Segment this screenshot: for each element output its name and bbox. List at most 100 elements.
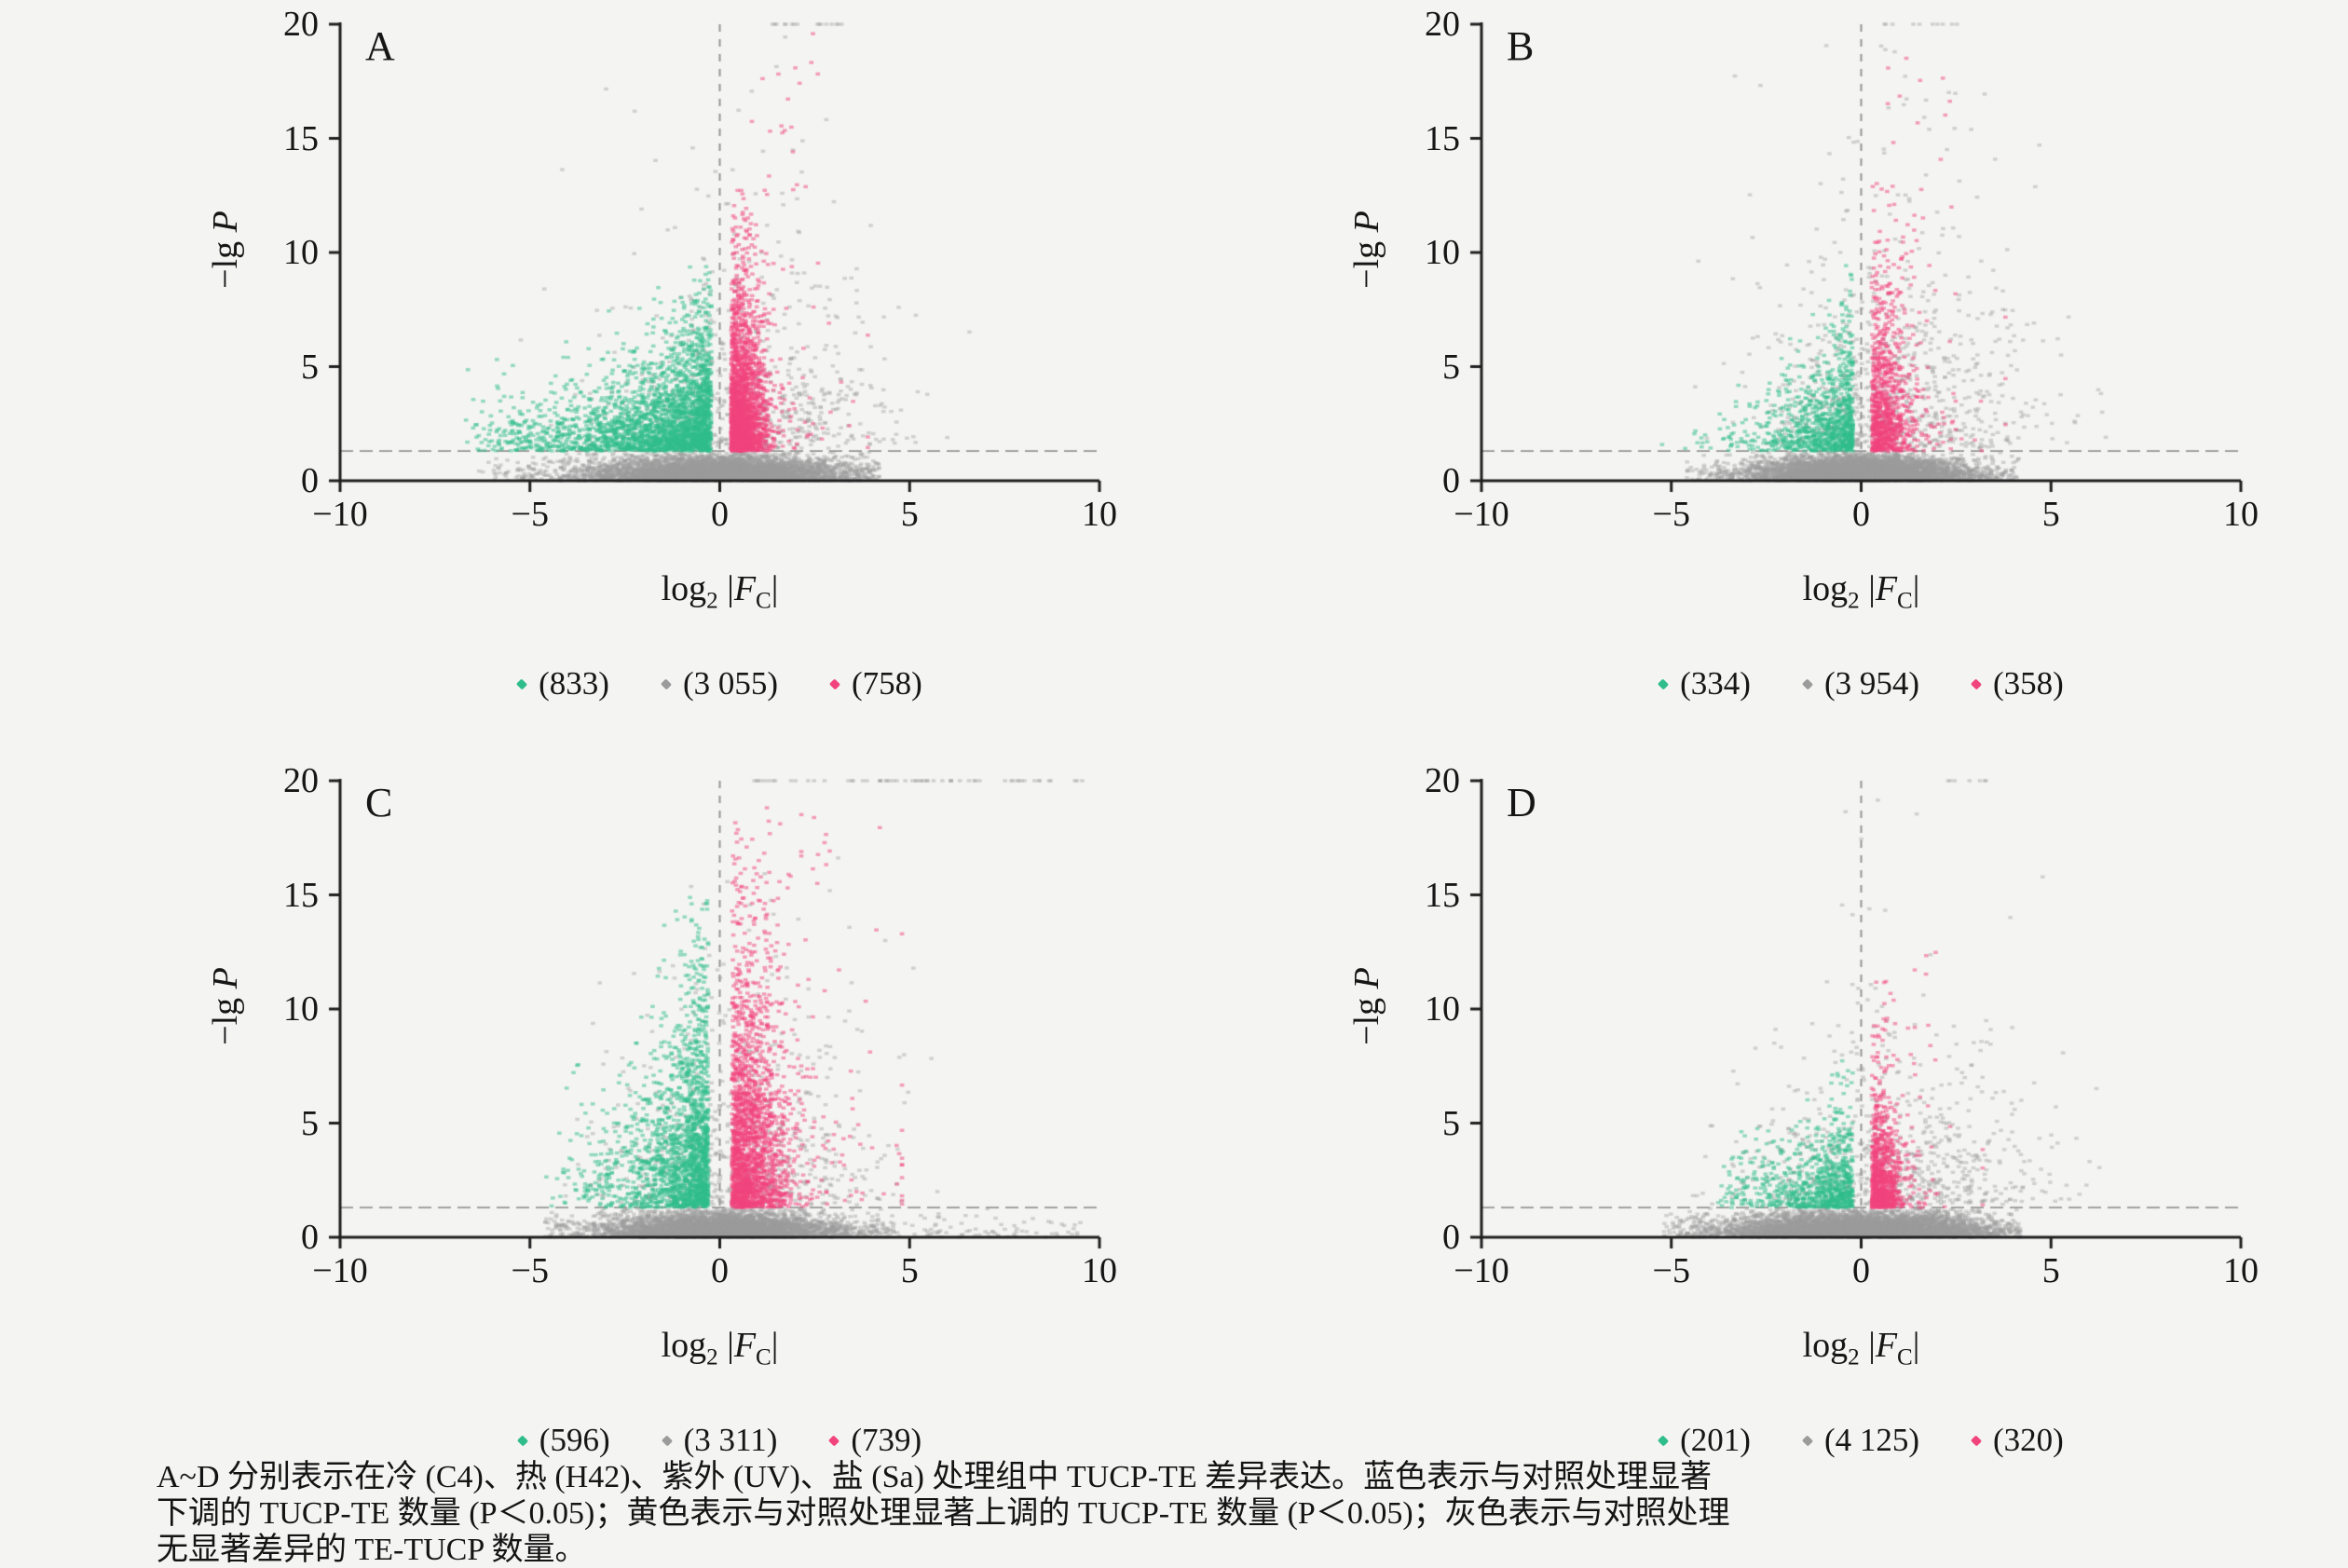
- volcano-panel-c: C 0 5 10 15 20 −10 −5 0 5 10 −lg P log2 |FC| (596) (3 …: [0, 761, 1141, 1498]
- x-tick-label-d: 10: [2223, 1251, 2259, 1290]
- x-tick-label-d: −5: [1652, 1251, 1690, 1290]
- y-axis-label-b: −lg P: [1347, 211, 1386, 289]
- legend-count-label: (358): [1993, 665, 2064, 702]
- legend-marker-icon: [516, 677, 528, 690]
- legend-count-label: (4 125): [1823, 1422, 1920, 1458]
- volcano-panel-d: D 0 5 10 15 20 −10 −5 0 5 10 −lg P log2 |FC| (201) (4 …: [1141, 761, 2283, 1498]
- legend-item-not-significant: (4 125): [1801, 1422, 1920, 1459]
- x-tick-label-b: 5: [2041, 495, 2060, 534]
- x-tick-label-c: 10: [1082, 1251, 1117, 1290]
- legend-count-label: (334): [1680, 665, 1751, 702]
- y-tick-label-a: 0: [301, 461, 319, 500]
- y-tick-label-c: 20: [283, 761, 319, 800]
- x-tick-label-a: 0: [711, 495, 729, 534]
- y-tick-label-a: 20: [283, 5, 319, 44]
- panel-letter-d: D: [1507, 780, 1536, 825]
- y-axis-label-c: −lg P: [206, 967, 245, 1045]
- legend-item-up-regulated: (358): [1970, 665, 2064, 702]
- y-tick-label-b: 0: [1442, 461, 1460, 500]
- x-tick-label-c: −5: [511, 1251, 549, 1290]
- x-tick-label-b: 10: [2223, 495, 2259, 534]
- y-tick-label-d: 10: [1425, 989, 1460, 1029]
- y-tick-label-d: 20: [1425, 761, 1460, 800]
- y-tick-label-d: 15: [1425, 875, 1460, 915]
- x-tick-label-d: 5: [2041, 1251, 2060, 1290]
- legend-marker-icon: [1970, 677, 1983, 690]
- legend-marker-icon: [1801, 677, 1814, 690]
- scatter-plot-canvas-d: [1141, 762, 2283, 1284]
- legend-marker-icon: [516, 1434, 528, 1447]
- panel-legend-a: (833) (3 055) (758): [340, 665, 1099, 702]
- y-tick-label-c: 10: [283, 989, 319, 1029]
- x-tick-label-d: 0: [1852, 1251, 1870, 1290]
- legend-marker-icon: [1970, 1434, 1983, 1447]
- y-axis-label-d: −lg P: [1347, 967, 1386, 1045]
- y-tick-label-c: 15: [283, 875, 319, 915]
- legend-marker-icon: [661, 1434, 673, 1447]
- legend-count-label: (596): [539, 1422, 610, 1458]
- y-tick-label-a: 5: [301, 347, 319, 387]
- y-tick-label-d: 5: [1442, 1103, 1460, 1143]
- legend-item-not-significant: (3 311): [661, 1422, 778, 1459]
- y-tick-label-a: 10: [283, 233, 319, 272]
- y-tick-label-d: 0: [1442, 1218, 1460, 1257]
- legend-item-down-regulated: (833): [516, 665, 609, 702]
- x-tick-label-c: 5: [900, 1251, 919, 1290]
- y-tick-label-c: 5: [301, 1103, 319, 1143]
- caption-line-3: 无显著差异的 TE-TUCP 数量。: [157, 1533, 587, 1567]
- x-axis-label-c: log2 |FC|: [661, 1326, 779, 1370]
- legend-marker-icon: [1801, 1434, 1814, 1447]
- legend-item-not-significant: (3 954): [1801, 665, 1920, 702]
- volcano-panel-a: A 0 5 10 15 20 −10 −5 0 5 10 −lg P log2 |FC| (833) (3 …: [0, 5, 1141, 742]
- x-tick-label-a: −10: [312, 495, 368, 534]
- legend-count-label: (3 311): [683, 1422, 778, 1458]
- x-axis-label-a: log2 |FC|: [661, 569, 779, 614]
- x-axis-label-b: log2 |FC|: [1802, 569, 1920, 614]
- x-tick-label-b: −5: [1652, 495, 1690, 534]
- panel-legend-d: (201) (4 125) (320): [1481, 1422, 2241, 1459]
- y-tick-label-b: 20: [1425, 5, 1460, 44]
- legend-item-up-regulated: (739): [828, 1422, 922, 1459]
- scatter-plot-canvas-c: [0, 762, 1141, 1284]
- legend-count-label: (758): [852, 665, 922, 702]
- x-tick-label-b: 0: [1852, 495, 1870, 534]
- legend-count-label: (3 954): [1823, 665, 1920, 702]
- caption-line-1: A~D 分别表示在冷 (C4)、热 (H42)、紫外 (UV)、盐 (Sa) 处…: [157, 1460, 1713, 1494]
- x-tick-label-a: −5: [511, 495, 549, 534]
- scatter-plot-canvas-b: [1141, 6, 2283, 527]
- legend-marker-icon: [828, 677, 841, 690]
- legend-item-not-significant: (3 055): [660, 665, 779, 702]
- legend-count-label: (320): [1993, 1422, 2064, 1458]
- panel-legend-c: (596) (3 311) (739): [340, 1422, 1099, 1459]
- y-tick-label-b: 10: [1425, 233, 1460, 272]
- volcano-panel-b: B 0 5 10 15 20 −10 −5 0 5 10 −lg P log2 |FC| (334) (3 …: [1141, 5, 2283, 742]
- legend-item-down-regulated: (334): [1658, 665, 1751, 702]
- x-tick-label-d: −10: [1454, 1251, 1509, 1290]
- legend-item-down-regulated: (596): [516, 1422, 610, 1459]
- legend-item-up-regulated: (320): [1970, 1422, 2064, 1459]
- y-tick-label-b: 15: [1425, 118, 1460, 158]
- x-axis-label-d: log2 |FC|: [1802, 1326, 1920, 1370]
- panel-legend-b: (334) (3 954) (358): [1481, 665, 2241, 702]
- legend-count-label: (201): [1680, 1422, 1751, 1458]
- scatter-plot-canvas-a: [0, 6, 1141, 527]
- legend-item-down-regulated: (201): [1658, 1422, 1751, 1459]
- legend-count-label: (833): [539, 665, 609, 702]
- panel-letter-b: B: [1507, 23, 1535, 69]
- legend-marker-icon: [660, 677, 673, 690]
- legend-marker-icon: [828, 1434, 840, 1447]
- figure-caption: A~D 分别表示在冷 (C4)、热 (H42)、紫外 (UV)、盐 (Sa) 处…: [157, 1459, 2281, 1568]
- y-tick-label-b: 5: [1442, 347, 1460, 387]
- y-tick-label-c: 0: [301, 1218, 319, 1257]
- panel-letter-c: C: [365, 780, 393, 825]
- panel-letter-a: A: [365, 23, 395, 69]
- volcano-figure-grid: A 0 5 10 15 20 −10 −5 0 5 10 −lg P log2 |FC| (833) (3 …: [0, 5, 2348, 1459]
- x-tick-label-a: 10: [1082, 495, 1117, 534]
- caption-line-2: 下调的 TUCP-TE 数量 (P＜0.05)；黄色表示与对照处理显著上调的 T…: [157, 1496, 1730, 1531]
- legend-count-label: (3 055): [682, 665, 779, 702]
- legend-count-label: (739): [851, 1422, 922, 1458]
- legend-item-up-regulated: (758): [828, 665, 922, 702]
- x-tick-label-c: −10: [312, 1251, 368, 1290]
- legend-marker-icon: [1658, 1434, 1670, 1447]
- x-tick-label-c: 0: [711, 1251, 729, 1290]
